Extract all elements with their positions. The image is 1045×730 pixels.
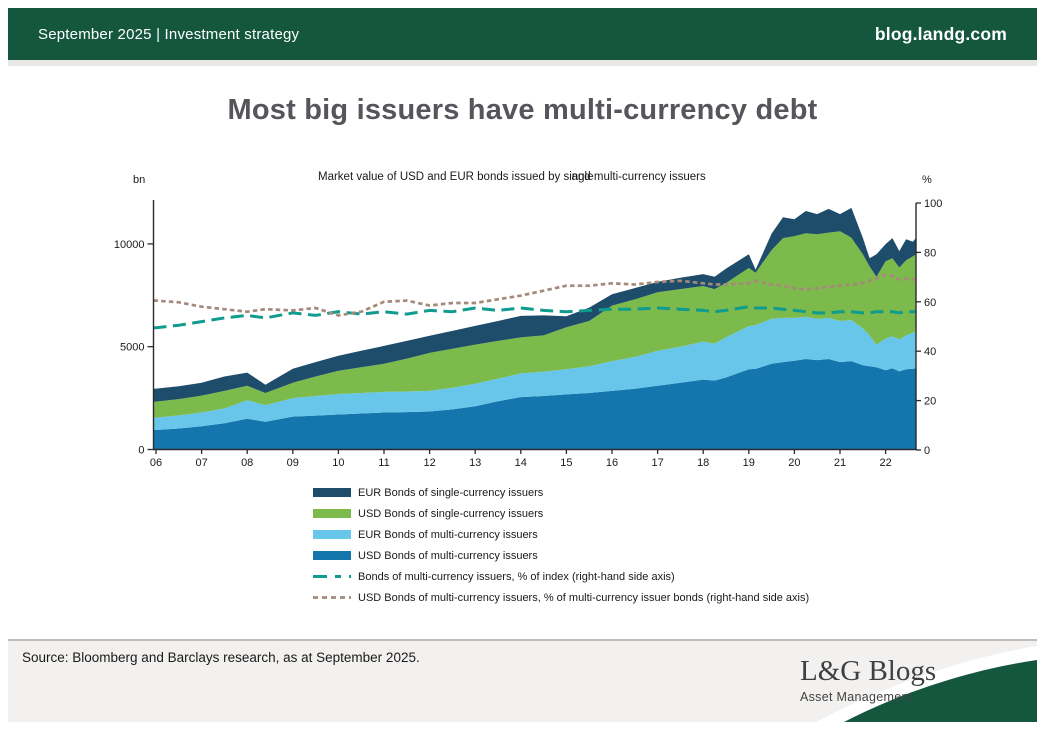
legend-row-1: USD Bonds of single-currency issuers [313, 503, 809, 524]
x-tick-label: 10 [332, 457, 344, 469]
x-tick-label: 17 [651, 457, 663, 469]
legend-label: EUR Bonds of single-currency issuers [358, 486, 544, 499]
x-tick-label: 14 [515, 457, 527, 469]
footer: Source: Bloomberg and Barclays research,… [8, 639, 1037, 722]
logo-title: L&G Blogs [800, 655, 937, 687]
legend-swatch-area [313, 530, 351, 539]
page-title: Most big issuers have multi-currency deb… [227, 94, 818, 126]
y-right-tick-label: 60 [924, 297, 936, 309]
legend-swatch-area [313, 488, 351, 497]
legend-swatch-area [313, 551, 351, 560]
chart-legend: EUR Bonds of single-currency issuers USD … [313, 482, 809, 608]
x-tick-label: 21 [834, 457, 846, 469]
legend-row-5: USD Bonds of multi-currency issuers, % o… [313, 587, 809, 608]
x-tick-label: 20 [788, 457, 800, 469]
legend-swatch-dash-short [313, 596, 351, 599]
x-tick-label: 19 [743, 457, 755, 469]
right-axis-unit-label: % [922, 174, 932, 186]
issue-label: September 2025 | Investment strategy [38, 25, 300, 43]
x-tick-label: 13 [469, 457, 481, 469]
pct-line-0 [153, 305, 916, 330]
chart-subtitle-part1: Market value of USD and EUR bonds issued… [318, 171, 594, 183]
header-shadow-strip [8, 60, 1037, 66]
green-corner-wedge [844, 660, 1037, 722]
area-series-0 [153, 359, 916, 450]
lg-blogs-logo: L&G Blogs Asset Management [800, 655, 937, 705]
legend-label: EUR Bonds of multi-currency issuers [358, 528, 538, 541]
x-tick-label: 07 [195, 457, 207, 469]
x-tick-label: 16 [606, 457, 618, 469]
legend-row-3: USD Bonds of multi-currency issuers [313, 545, 809, 566]
y-left-tick-label: 0 [138, 445, 144, 457]
x-tick-label: 22 [879, 457, 891, 469]
x-tick-label: 09 [287, 457, 299, 469]
logo-subtitle: Asset Management [800, 690, 913, 704]
top-bar: September 2025 | Investment strategy blo… [8, 8, 1037, 60]
x-tick-label: 08 [241, 457, 253, 469]
y-right-tick-label: 80 [924, 247, 936, 259]
area-series-1 [153, 316, 916, 430]
site-link[interactable]: blog.landg.com [874, 23, 1007, 44]
green-corner-decoration [816, 646, 1037, 722]
area-series-2 [153, 231, 916, 418]
legend-label: USD Bonds of single-currency issuers [358, 507, 544, 520]
x-tick-label: 15 [560, 457, 572, 469]
x-tick-label: 18 [697, 457, 709, 469]
y-right-tick-label: 0 [924, 445, 930, 457]
legend-swatch-dash-long [313, 575, 351, 578]
legend-label: USD Bonds of multi-currency issuers, % o… [358, 591, 810, 604]
y-left-tick-label: 10000 [114, 239, 145, 251]
area-series-3 [153, 207, 916, 402]
legend-swatch-area [313, 509, 351, 518]
left-axis-unit-label: bn [133, 174, 146, 186]
y-left-tick-label: 5000 [120, 342, 144, 354]
y-right-tick-label: 20 [924, 396, 936, 408]
legend-label: USD Bonds of multi-currency issuers [358, 549, 538, 562]
legend-row-4: Bonds of multi-currency issuers, % of in… [313, 566, 809, 587]
x-tick-label: 06 [150, 457, 162, 469]
y-right-tick-label: 40 [924, 346, 936, 358]
chart-subtitle-part2: and multi-currency issuers [571, 171, 706, 183]
legend-row-2: EUR Bonds of multi-currency issuers [313, 524, 809, 545]
x-tick-label: 11 [378, 457, 389, 469]
y-right-tick-label: 100 [924, 198, 942, 210]
legend-row-0: EUR Bonds of single-currency issuers [313, 482, 809, 503]
legend-label: Bonds of multi-currency issuers, % of in… [358, 570, 675, 583]
chart-subtitle: Market value of USD and EUR bonds issued… [318, 171, 706, 183]
source-note: Source: Bloomberg and Barclays research,… [22, 650, 420, 665]
x-tick-label: 12 [423, 457, 435, 469]
pct-line-1 [153, 273, 917, 317]
